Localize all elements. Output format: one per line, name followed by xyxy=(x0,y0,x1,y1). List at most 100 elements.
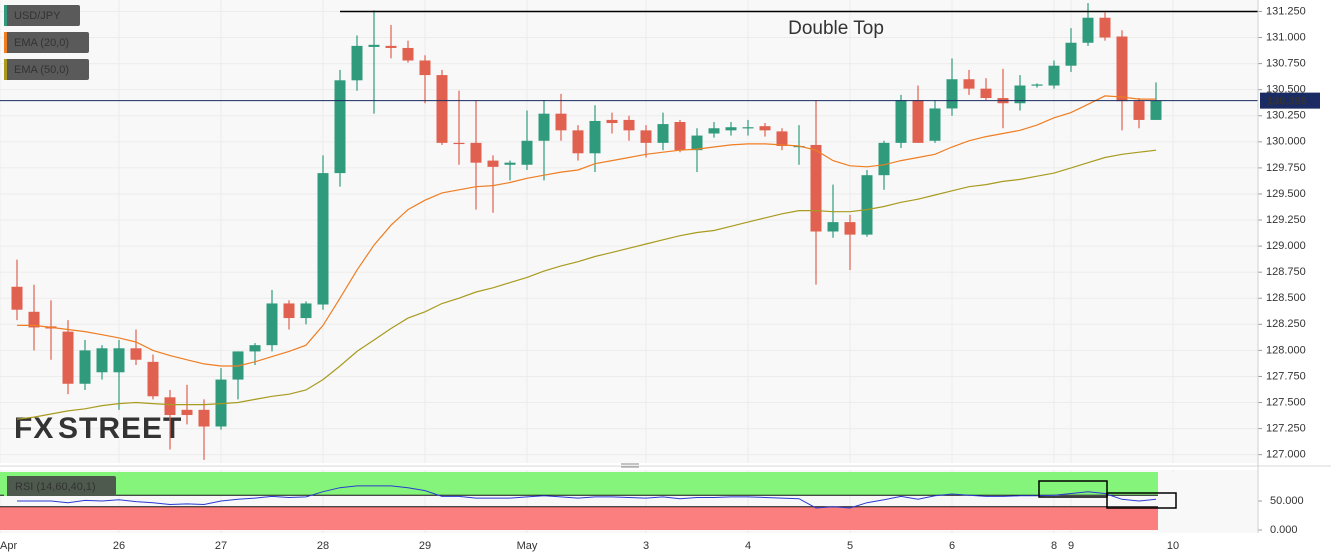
candle-body xyxy=(555,113,567,131)
candle-body xyxy=(79,350,91,384)
candle-body xyxy=(198,409,210,427)
candle-body xyxy=(1065,42,1077,66)
x-tick-label: 28 xyxy=(317,540,329,552)
candle-body xyxy=(470,142,482,163)
x-tick-label: 27 xyxy=(215,540,227,552)
candle-body xyxy=(759,126,771,131)
y-tick-label: 130.000 xyxy=(1266,136,1306,148)
candle-body xyxy=(249,345,261,352)
ema-line xyxy=(17,95,1156,367)
legend-label: USD/JPY xyxy=(14,10,61,22)
last-price-box xyxy=(1260,92,1320,109)
candle-body xyxy=(402,47,414,61)
candle-body xyxy=(538,113,550,141)
annotation-text: Double Top xyxy=(788,18,884,39)
y-tick-label: 127.250 xyxy=(1266,422,1306,434)
rsi-tick-label: 50.000 xyxy=(1270,495,1304,507)
candle-body xyxy=(521,140,533,165)
candle-body xyxy=(878,142,890,176)
legend-box xyxy=(4,32,89,53)
candle-body xyxy=(504,162,516,165)
y-tick-label: 128.500 xyxy=(1266,292,1306,304)
candle-body xyxy=(130,348,142,360)
candle-body xyxy=(436,75,448,143)
candle-body xyxy=(895,100,907,143)
candle-body xyxy=(96,348,108,373)
legend-swatch xyxy=(4,5,7,26)
y-tick-label: 128.250 xyxy=(1266,318,1306,330)
legend-swatch xyxy=(4,59,7,80)
candle-body xyxy=(810,144,822,232)
candle-body xyxy=(11,286,23,310)
candle-body xyxy=(1082,17,1094,43)
price-panel xyxy=(0,0,1258,463)
candle-body xyxy=(606,119,618,124)
x-tick-label: 9 xyxy=(1068,540,1074,552)
candle-body xyxy=(912,100,924,143)
rsi-right-fill xyxy=(1158,472,1258,533)
legend-swatch xyxy=(4,32,7,53)
candle-body xyxy=(164,397,176,416)
candle-body xyxy=(317,173,329,305)
legend-label: EMA (50,0) xyxy=(14,64,69,76)
candle-body xyxy=(827,222,839,232)
candle-body xyxy=(1099,17,1111,38)
candle-body xyxy=(861,175,873,235)
candle-body xyxy=(946,79,958,109)
candle-body xyxy=(1133,101,1145,120)
candle-body xyxy=(691,135,703,151)
candle-body xyxy=(283,303,295,319)
legend-box xyxy=(4,5,80,26)
y-tick-label: 128.000 xyxy=(1266,344,1306,356)
rsi-highlight-box xyxy=(1106,492,1177,509)
x-tick-label: 29 xyxy=(419,540,431,552)
rsi-legend-box xyxy=(4,476,116,496)
candle-body xyxy=(368,44,380,47)
y-tick-label: 130.500 xyxy=(1266,84,1306,96)
candle-body xyxy=(1150,100,1162,120)
candle-body xyxy=(1031,84,1043,86)
x-tick-label: May xyxy=(517,540,538,552)
candle-body xyxy=(334,80,346,174)
candle-body xyxy=(1014,85,1026,104)
x-tick-label: 3 xyxy=(643,540,649,552)
candle-body xyxy=(623,119,635,131)
y-tick-label: 129.750 xyxy=(1266,162,1306,174)
candle-body xyxy=(453,142,465,145)
y-tick-label: 130.250 xyxy=(1266,110,1306,122)
legend-box xyxy=(4,59,89,80)
rsi-tick-label: 0.000 xyxy=(1270,524,1298,536)
candle-body xyxy=(640,130,652,143)
y-tick-label: 129.500 xyxy=(1266,188,1306,200)
candle-body xyxy=(28,311,40,328)
candle-body xyxy=(62,331,74,384)
candle-body xyxy=(1116,36,1128,102)
candle-body xyxy=(589,120,601,154)
candle-body xyxy=(1048,65,1060,86)
rsi-overbought-zone xyxy=(0,472,1258,496)
rsi-oversold-zone xyxy=(0,506,1258,530)
y-tick-label: 130.750 xyxy=(1266,58,1306,70)
x-tick-label: 10 xyxy=(1167,540,1179,552)
separator-handle[interactable] xyxy=(621,463,639,468)
y-tick-label: 127.000 xyxy=(1266,449,1306,461)
legend-swatch xyxy=(4,476,7,496)
candle-body xyxy=(929,108,941,141)
rsi-highlight-box xyxy=(1038,480,1108,498)
candle-body xyxy=(266,303,278,346)
y-tick-label: 131.000 xyxy=(1266,31,1306,43)
candle-body xyxy=(572,130,584,154)
watermark: STREET xyxy=(58,412,182,445)
candle-body xyxy=(300,303,312,319)
legend-label: EMA (20,0) xyxy=(14,37,69,49)
last-price-label: 130.395 xyxy=(1267,96,1307,108)
candle-body xyxy=(963,79,975,89)
candle-body xyxy=(776,131,788,146)
rsi-line xyxy=(17,485,1157,509)
x-tick-label: 5 xyxy=(847,540,853,552)
candle-body xyxy=(487,160,499,167)
y-tick-label: 129.000 xyxy=(1266,240,1306,252)
x-tick-label: 26 xyxy=(113,540,125,552)
candle-body xyxy=(657,124,669,143)
